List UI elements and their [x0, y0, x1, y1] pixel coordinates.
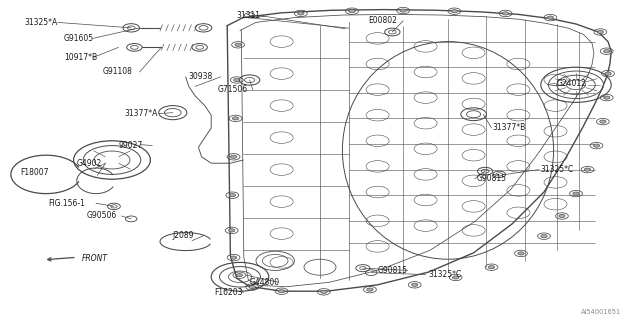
- Text: 31377*B: 31377*B: [493, 124, 526, 132]
- Circle shape: [600, 120, 606, 123]
- Text: G24012: G24012: [557, 79, 587, 88]
- Circle shape: [597, 30, 604, 34]
- Text: 31325*C: 31325*C: [541, 165, 574, 174]
- Text: G71506: G71506: [218, 85, 248, 94]
- Circle shape: [321, 290, 327, 293]
- Circle shape: [451, 10, 458, 13]
- Text: G90506: G90506: [86, 212, 116, 220]
- Text: 31325*A: 31325*A: [24, 18, 58, 27]
- Text: 31377*A: 31377*A: [125, 109, 158, 118]
- Circle shape: [593, 144, 600, 147]
- Circle shape: [547, 16, 554, 19]
- Circle shape: [502, 12, 509, 15]
- Circle shape: [228, 229, 235, 232]
- Text: 31311: 31311: [237, 12, 261, 20]
- Circle shape: [604, 96, 610, 99]
- Text: FIG.156-1: FIG.156-1: [48, 199, 85, 208]
- Text: G90815: G90815: [477, 174, 507, 183]
- Circle shape: [518, 252, 524, 255]
- Text: 10917*B: 10917*B: [64, 53, 97, 62]
- Circle shape: [298, 12, 304, 15]
- Circle shape: [452, 276, 459, 279]
- Circle shape: [232, 117, 239, 120]
- Text: 99027: 99027: [118, 141, 143, 150]
- Text: F16203: F16203: [214, 288, 243, 297]
- Text: G44800: G44800: [250, 278, 280, 287]
- Circle shape: [230, 155, 237, 158]
- Circle shape: [604, 50, 610, 53]
- Circle shape: [278, 290, 285, 293]
- Circle shape: [559, 214, 565, 218]
- Circle shape: [605, 72, 611, 75]
- Circle shape: [229, 194, 236, 197]
- Text: F18007: F18007: [20, 168, 49, 177]
- Circle shape: [234, 78, 240, 82]
- Text: J2089: J2089: [173, 231, 195, 240]
- Circle shape: [541, 235, 547, 238]
- Text: 30938: 30938: [189, 72, 213, 81]
- Circle shape: [230, 256, 237, 259]
- Text: G91108: G91108: [102, 68, 132, 76]
- Circle shape: [235, 43, 241, 46]
- Circle shape: [412, 283, 418, 286]
- Circle shape: [584, 168, 591, 171]
- Circle shape: [236, 274, 243, 277]
- Text: 31325*C: 31325*C: [429, 270, 462, 279]
- Text: Al54001651: Al54001651: [580, 309, 621, 315]
- Circle shape: [249, 285, 255, 289]
- Circle shape: [488, 266, 495, 269]
- Circle shape: [367, 288, 373, 291]
- Text: FRONT: FRONT: [82, 254, 108, 263]
- Text: E00802: E00802: [368, 16, 397, 25]
- Text: G90815: G90815: [378, 266, 408, 275]
- Text: G4902: G4902: [77, 159, 102, 168]
- Circle shape: [400, 9, 406, 12]
- Circle shape: [573, 192, 579, 195]
- Circle shape: [349, 10, 355, 13]
- Text: G91605: G91605: [64, 34, 94, 43]
